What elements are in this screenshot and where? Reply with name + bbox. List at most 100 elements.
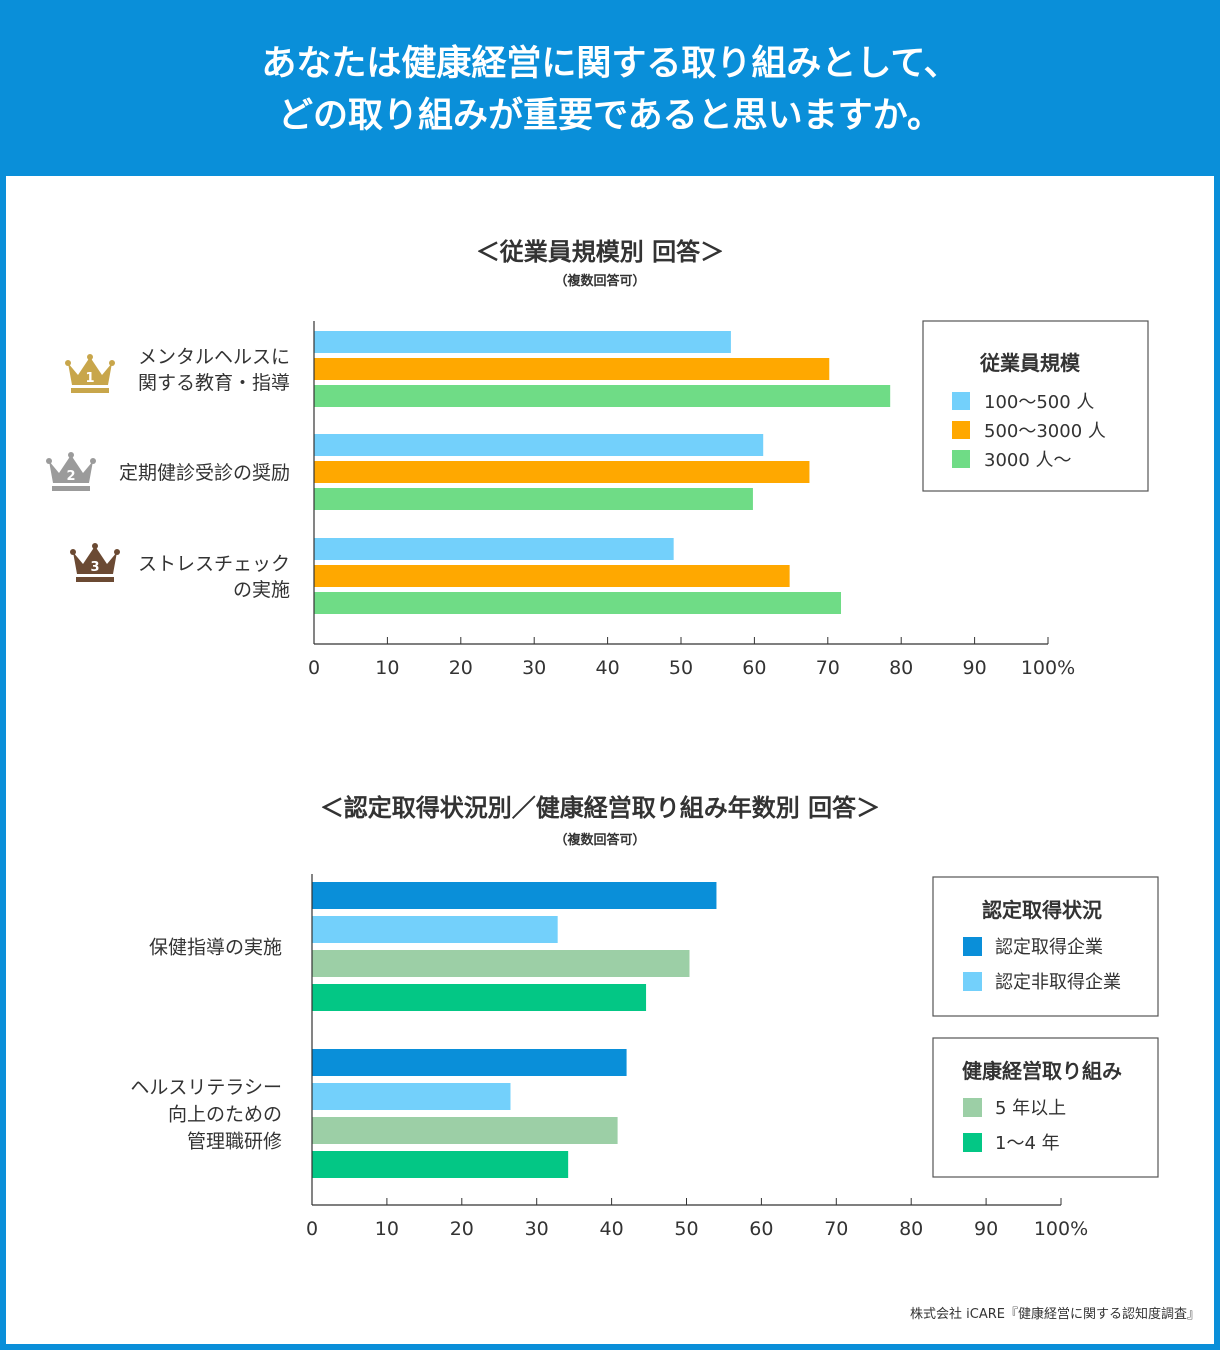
bar-3-2 <box>312 1117 618 1144</box>
bar-2-2 <box>312 1083 511 1110</box>
bar-2-3 <box>314 565 790 587</box>
chart-subtitle: （複数回答可） <box>554 273 645 289</box>
x-tick-label: 100% <box>1034 1218 1088 1240</box>
rank-3-crown-icon: 3 <box>70 543 120 582</box>
category-label: 関する教育・指導 <box>138 372 290 394</box>
bar-1-1 <box>312 882 717 909</box>
legend-group-2: 健康経営取り組み 5 年以上 1～4 年 <box>932 1037 1159 1178</box>
rank-number: 3 <box>90 560 99 575</box>
rank-number: 1 <box>85 371 94 386</box>
legend-label: 5 年以上 <box>995 1098 1066 1119</box>
x-tick-label: 90 <box>963 657 987 679</box>
legend-title: 健康経営取り組み <box>962 1059 1122 1083</box>
legend-title: 認定取得状況 <box>982 898 1102 922</box>
bar-4-1 <box>312 984 647 1011</box>
x-tick-label: 60 <box>742 657 766 679</box>
x-tick-label: 80 <box>899 1218 923 1240</box>
rank-2-crown-icon: 2 <box>46 452 96 491</box>
category-label: メンタルヘルスに <box>138 346 290 368</box>
crown-tip <box>109 360 115 366</box>
x-tick-label: 70 <box>824 1218 848 1240</box>
x-tick-label: 0 <box>308 657 320 679</box>
category-label: ヘルスリテラシー <box>130 1077 282 1099</box>
header-banner: あなたは健康経営に関する取り組みとして、 どの取り組みが重要であると思いますか。 <box>0 0 1220 176</box>
bar-3-2 <box>314 488 753 510</box>
category-label: 定期健診受診の奨励 <box>119 462 290 484</box>
crown-tip <box>114 549 120 555</box>
x-tick-label: 50 <box>674 1218 698 1240</box>
x-tick-label: 20 <box>450 1218 474 1240</box>
legend-label: 認定非取得企業 <box>995 972 1121 993</box>
legend-swatch <box>952 421 970 439</box>
legend: 従業員規模 100～500 人 500～3000 人 3000 人～ <box>922 320 1149 492</box>
crown-base <box>76 577 114 582</box>
legend-label: 100～500 人 <box>984 392 1094 413</box>
x-tick-label: 100% <box>1021 657 1075 679</box>
category-label: の実施 <box>233 579 290 601</box>
x-tick-label: 0 <box>306 1218 318 1240</box>
crown-tip <box>65 360 71 366</box>
crown-tip <box>90 458 96 464</box>
legend-label: 500～3000 人 <box>984 421 1106 442</box>
legend-title: 従業員規模 <box>979 351 1081 375</box>
chart-title: ＜従業員規模別 回答＞ <box>476 238 724 266</box>
legend-swatch <box>952 450 970 468</box>
crown-shape <box>73 546 117 574</box>
bar-4-2 <box>312 1151 569 1178</box>
legend-label: 3000 人～ <box>984 450 1072 471</box>
chart-title: ＜認定取得状況別／健康経営取り組み年数別 回答＞ <box>320 794 880 822</box>
crown-base <box>52 486 90 491</box>
rank-1-crown-icon: 1 <box>65 354 115 393</box>
x-unit-label: % <box>1057 657 1075 679</box>
category-label: 向上のための <box>168 1104 282 1126</box>
bar-1-2 <box>314 434 764 456</box>
legend-swatch <box>963 937 982 956</box>
chart-certification: ＜認定取得状況別／健康経営取り組み年数別 回答＞ （複数回答可） 保健指導の実施ヘル… <box>130 794 1159 1240</box>
legend-swatch <box>963 1098 982 1117</box>
legend-swatch <box>952 392 970 410</box>
page-title: あなたは健康経営に関する取り組みとして、 どの取り組みが重要であると思いますか。 <box>0 38 1220 142</box>
bar-2-2 <box>314 461 810 483</box>
x-tick-label: 10 <box>375 1218 399 1240</box>
x-tick-label: 40 <box>600 1218 624 1240</box>
bar-2-1 <box>312 916 558 943</box>
bar-3-3 <box>314 592 842 614</box>
x-tick-label: 20 <box>449 657 473 679</box>
chart-employee-size: ＜従業員規模別 回答＞ （複数回答可） メンタルヘルスに関する教育・指導定期健診受診… <box>46 238 1149 679</box>
x-tick-label: 70 <box>816 657 840 679</box>
source-note: 株式会社 iCARE『健康経営に関する認知度調査』 <box>910 1306 1200 1322</box>
bar-3-1 <box>312 950 690 977</box>
legend-swatch <box>963 1133 982 1152</box>
x-tick-label: 30 <box>525 1218 549 1240</box>
crown-tip <box>70 549 76 555</box>
bar-3-1 <box>314 385 891 407</box>
x-tick-label: 30 <box>522 657 546 679</box>
bar-1-3 <box>314 538 674 560</box>
x-tick-label: 50 <box>669 657 693 679</box>
rank-number: 2 <box>66 469 75 484</box>
x-unit-label: % <box>1070 1218 1088 1240</box>
category-label: ストレスチェック <box>138 553 290 575</box>
crown-tip <box>46 458 52 464</box>
x-tick-label: 10 <box>375 657 399 679</box>
legend-label: 1～4 年 <box>995 1133 1060 1154</box>
bar-1-2 <box>312 1049 627 1076</box>
title-line-1: あなたは健康経営に関する取り組みとして、 <box>261 44 959 84</box>
crown-tip <box>87 354 93 360</box>
title-line-2: どの取り組みが重要であると思いますか。 <box>278 96 942 136</box>
x-tick-label: 90 <box>974 1218 998 1240</box>
crown-shape <box>49 455 93 483</box>
x-tick-label: 80 <box>889 657 913 679</box>
content-panel: ＜従業員規模別 回答＞ （複数回答可） メンタルヘルスに 関する教育・指導定期健診受診… <box>6 176 1214 1344</box>
crown-tip <box>92 543 98 549</box>
crown-base <box>71 388 109 393</box>
bar-2-1 <box>314 358 830 380</box>
legend-swatch <box>963 972 982 991</box>
crown-shape <box>68 357 112 385</box>
category-label: 保健指導の実施 <box>149 937 282 959</box>
x-tick-label: 60 <box>749 1218 773 1240</box>
bar-1-1 <box>314 331 731 353</box>
crown-tip <box>68 452 74 458</box>
